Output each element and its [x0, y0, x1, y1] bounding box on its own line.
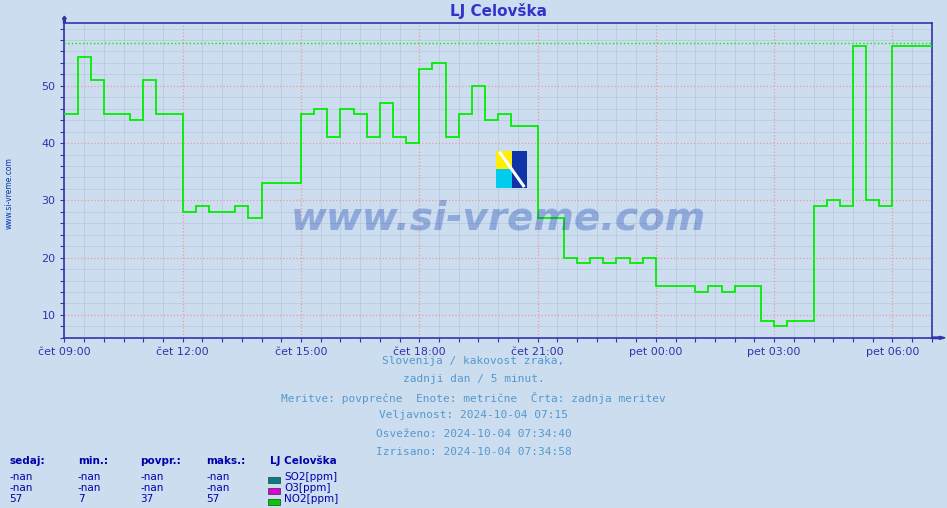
- Text: 57: 57: [9, 494, 23, 504]
- Text: Osveženo: 2024-10-04 07:34:40: Osveženo: 2024-10-04 07:34:40: [376, 429, 571, 439]
- Bar: [496, 151, 512, 170]
- Bar: [496, 170, 512, 188]
- Text: min.:: min.:: [78, 456, 108, 466]
- Text: Meritve: povprečne  Enote: metrične  Črta: zadnja meritev: Meritve: povprečne Enote: metrične Črta:…: [281, 392, 666, 404]
- Text: -nan: -nan: [78, 483, 101, 493]
- Text: O3[ppm]: O3[ppm]: [284, 483, 331, 493]
- Text: 7: 7: [78, 494, 84, 504]
- Text: www.si-vreme.com: www.si-vreme.com: [291, 199, 706, 237]
- Text: NO2[ppm]: NO2[ppm]: [284, 494, 338, 504]
- Text: Izrisano: 2024-10-04 07:34:58: Izrisano: 2024-10-04 07:34:58: [376, 447, 571, 457]
- Text: maks.:: maks.:: [206, 456, 245, 466]
- Text: -nan: -nan: [9, 483, 33, 493]
- Text: -nan: -nan: [78, 471, 101, 482]
- Polygon shape: [512, 151, 527, 188]
- Text: 37: 37: [140, 494, 153, 504]
- Text: www.si-vreme.com: www.si-vreme.com: [5, 157, 14, 229]
- Text: povpr.:: povpr.:: [140, 456, 181, 466]
- Text: -nan: -nan: [140, 483, 164, 493]
- Text: Veljavnost: 2024-10-04 07:15: Veljavnost: 2024-10-04 07:15: [379, 410, 568, 421]
- Text: -nan: -nan: [140, 471, 164, 482]
- Text: SO2[ppm]: SO2[ppm]: [284, 471, 337, 482]
- Text: -nan: -nan: [206, 471, 230, 482]
- Text: -nan: -nan: [9, 471, 33, 482]
- Title: LJ Celovška: LJ Celovška: [450, 3, 546, 19]
- Text: zadnji dan / 5 minut.: zadnji dan / 5 minut.: [402, 374, 545, 384]
- Text: 57: 57: [206, 494, 220, 504]
- Text: sedaj:: sedaj:: [9, 456, 45, 466]
- Text: Slovenija / kakovost zraka,: Slovenija / kakovost zraka,: [383, 356, 564, 366]
- Text: -nan: -nan: [206, 483, 230, 493]
- Text: LJ Celovška: LJ Celovška: [270, 456, 336, 466]
